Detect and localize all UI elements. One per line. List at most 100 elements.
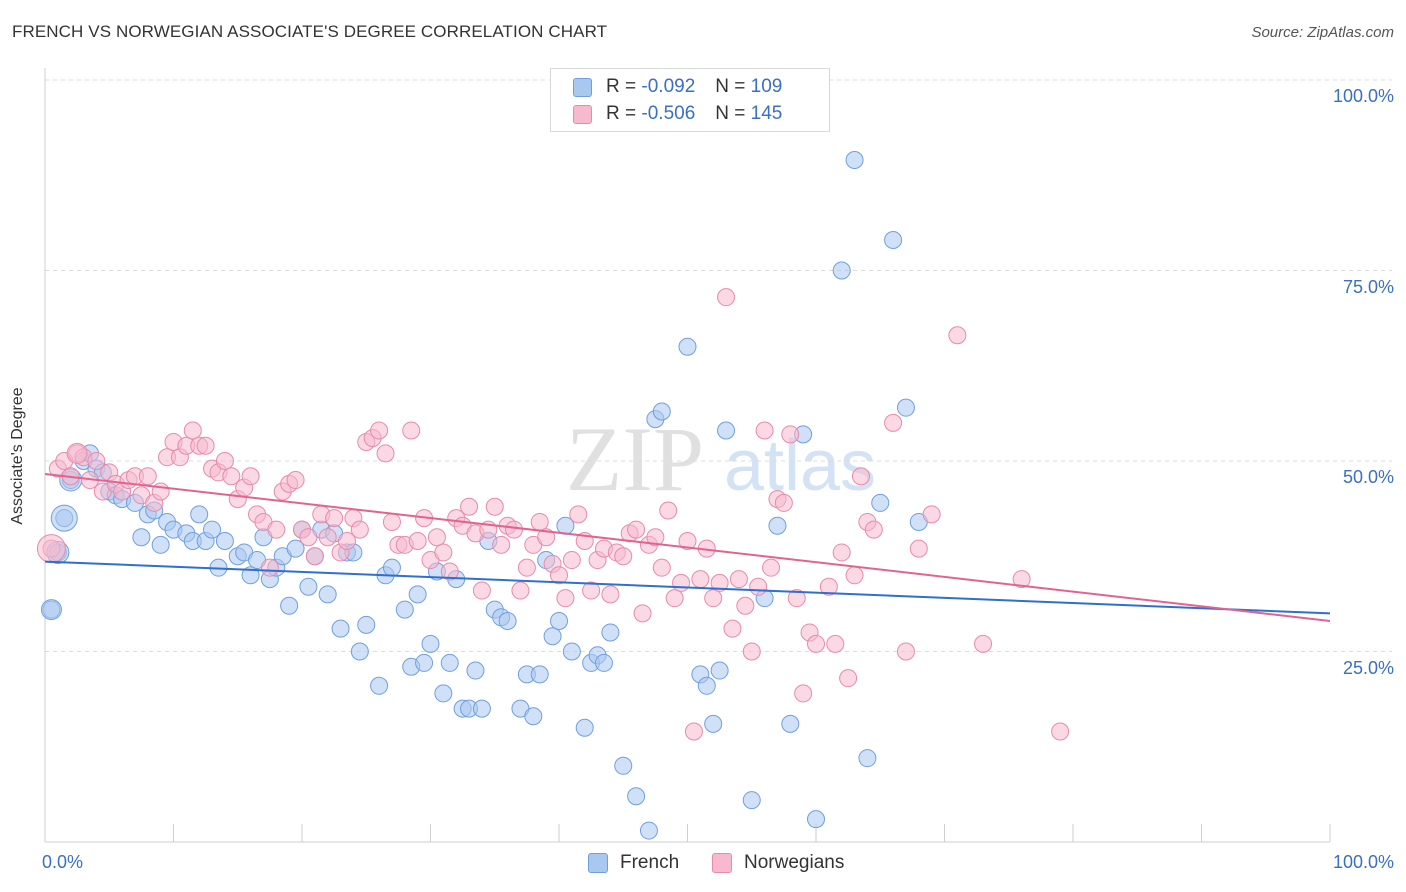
data-point — [402, 421, 421, 440]
data-point — [768, 516, 787, 535]
legend-n-label: N = — [715, 76, 746, 97]
data-point — [704, 589, 723, 608]
data-point — [710, 661, 729, 680]
legend-r-label: R = — [606, 76, 637, 97]
legend-swatch-french-bottom — [588, 853, 608, 873]
data-point — [678, 337, 697, 356]
data-point — [472, 699, 491, 718]
data-point — [472, 581, 491, 600]
data-point — [511, 581, 530, 600]
data-point — [691, 570, 710, 589]
data-point — [524, 707, 543, 726]
data-point — [948, 326, 967, 345]
data-point — [807, 810, 825, 829]
trend-lines — [44, 472, 1331, 623]
data-point — [427, 528, 446, 547]
data-point-large — [40, 599, 62, 621]
source-label: Source: ZipAtlas.com — [1251, 24, 1394, 41]
data-point — [569, 505, 588, 524]
data-point — [851, 467, 870, 486]
legend-swatch-norwegians-bottom — [712, 853, 732, 873]
legend-swatch-french — [573, 77, 592, 97]
legend-item-norwegians[interactable]: Norwegians — [712, 852, 844, 874]
data-point-large — [36, 534, 66, 564]
data-point — [601, 623, 620, 642]
data-point — [286, 539, 305, 558]
trend-line — [44, 560, 1331, 615]
legend-item-french[interactable]: French — [588, 852, 679, 874]
data-point — [601, 585, 620, 604]
y-tick-label: 50.0% — [1342, 467, 1394, 487]
data-point-large — [66, 442, 88, 464]
data-point — [781, 714, 800, 733]
data-point — [318, 585, 337, 604]
legend-r-label: R = — [606, 103, 637, 124]
series-legend: French Norwegians — [0, 852, 1406, 876]
data-point — [138, 467, 157, 486]
data-point — [826, 634, 845, 653]
data-point — [550, 612, 568, 631]
data-point — [357, 615, 376, 634]
data-point — [614, 547, 633, 566]
data-point — [627, 520, 646, 539]
data-point — [755, 421, 774, 440]
data-point — [819, 577, 838, 596]
data-point — [299, 577, 318, 596]
data-point — [305, 547, 324, 566]
grid — [45, 79, 1392, 652]
data-point — [460, 497, 479, 516]
data-point — [678, 532, 697, 551]
data-point — [151, 535, 170, 554]
data-point — [781, 425, 800, 444]
data-point — [440, 653, 459, 672]
data-point — [762, 558, 781, 577]
data-point — [408, 532, 427, 551]
data-point — [922, 505, 941, 524]
data-point — [350, 642, 369, 661]
data-point — [434, 684, 453, 703]
data-point — [704, 714, 723, 733]
data-point — [408, 585, 427, 604]
data-point — [190, 505, 209, 524]
data-point — [723, 619, 742, 638]
data-point — [884, 413, 903, 432]
data-point — [537, 528, 556, 547]
data-point — [794, 684, 813, 703]
data-point — [318, 528, 337, 547]
data-point — [241, 566, 260, 585]
data-point — [749, 577, 768, 596]
data-point — [582, 581, 601, 600]
data-point — [839, 669, 858, 688]
legend-r-value-norwegians: -0.506 — [641, 103, 696, 124]
data-point — [787, 589, 806, 608]
data-point — [652, 558, 671, 577]
data-point — [203, 520, 222, 539]
data-point — [382, 558, 401, 577]
data-point — [717, 288, 736, 307]
x-tick-label-min: 0.0% — [42, 852, 84, 872]
data-point — [350, 520, 369, 539]
data-point — [505, 520, 524, 539]
data-point — [742, 642, 761, 661]
data-point — [832, 261, 851, 280]
data-point — [639, 821, 658, 840]
data-point — [434, 543, 453, 562]
data-point — [845, 151, 864, 170]
trend-line — [44, 472, 1331, 623]
chart-title: FRENCH VS NORWEGIAN ASSOCIATE'S DEGREE C… — [12, 22, 608, 41]
data-point — [717, 421, 736, 440]
data-point — [286, 471, 305, 490]
data-point — [774, 493, 793, 512]
data-point — [594, 653, 613, 672]
legend-n-value-french: 109 — [750, 76, 783, 97]
legend-n-value-norwegians: 145 — [750, 103, 783, 124]
correlation-legend: R = -0.092 N = 109 R = -0.506 N = 145 — [550, 68, 830, 132]
data-point — [196, 436, 215, 455]
data-point — [575, 718, 594, 737]
data-point — [543, 627, 562, 646]
data-point — [1012, 570, 1031, 589]
data-point-large — [50, 504, 78, 532]
data-point — [665, 589, 684, 608]
data-point — [556, 589, 575, 608]
